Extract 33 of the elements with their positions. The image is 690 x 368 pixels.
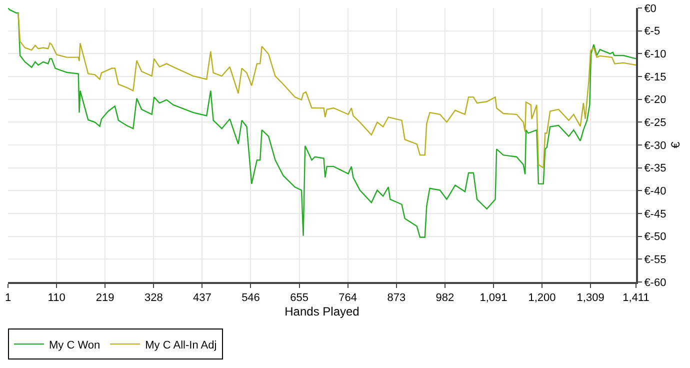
legend-label: My C All-In Adj	[145, 339, 217, 352]
y-tick-label: €-50	[644, 231, 666, 244]
x-axis-title: Hands Played	[284, 304, 360, 319]
x-tick-label: 546	[242, 292, 260, 304]
x-tick-label: 982	[436, 292, 454, 304]
y-tick-label: €-20	[644, 94, 666, 106]
x-tick-label: 1,091	[480, 292, 508, 304]
x-tick-label: 873	[387, 292, 406, 304]
y-tick-label: €-30	[644, 140, 666, 152]
y-tick-label: €-15	[644, 71, 666, 84]
legend-label: My C Won	[49, 339, 100, 352]
y-tick-label: €-60	[644, 276, 666, 289]
line-series	[8, 8, 636, 238]
x-tick-label: 219	[96, 292, 114, 304]
y-tick-label: €-55	[644, 254, 666, 266]
line-series	[18, 12, 636, 168]
x-tick-label: 1,411	[622, 292, 650, 304]
x-tick-label: 764	[338, 292, 358, 304]
x-tick-label: 110	[48, 292, 66, 304]
y-tick-label: €-35	[644, 162, 666, 175]
x-tick-label: 437	[193, 292, 212, 304]
x-tick-label: 1,309	[576, 292, 604, 304]
y-tick-label: €-40	[644, 186, 666, 198]
y-tick-label: €-25	[644, 117, 666, 130]
y-tick-label: €-45	[644, 208, 666, 220]
y-axis-title: €	[668, 141, 683, 148]
x-tick-label: 1	[4, 292, 12, 304]
x-tick-label: 1,200	[528, 292, 556, 304]
x-tick-label: 655	[290, 292, 308, 304]
y-tick-label: €0	[644, 2, 656, 15]
y-tick-label: €-5	[644, 26, 660, 38]
y-tick-label: €-10	[644, 48, 666, 61]
x-tick-label: 328	[144, 292, 163, 304]
